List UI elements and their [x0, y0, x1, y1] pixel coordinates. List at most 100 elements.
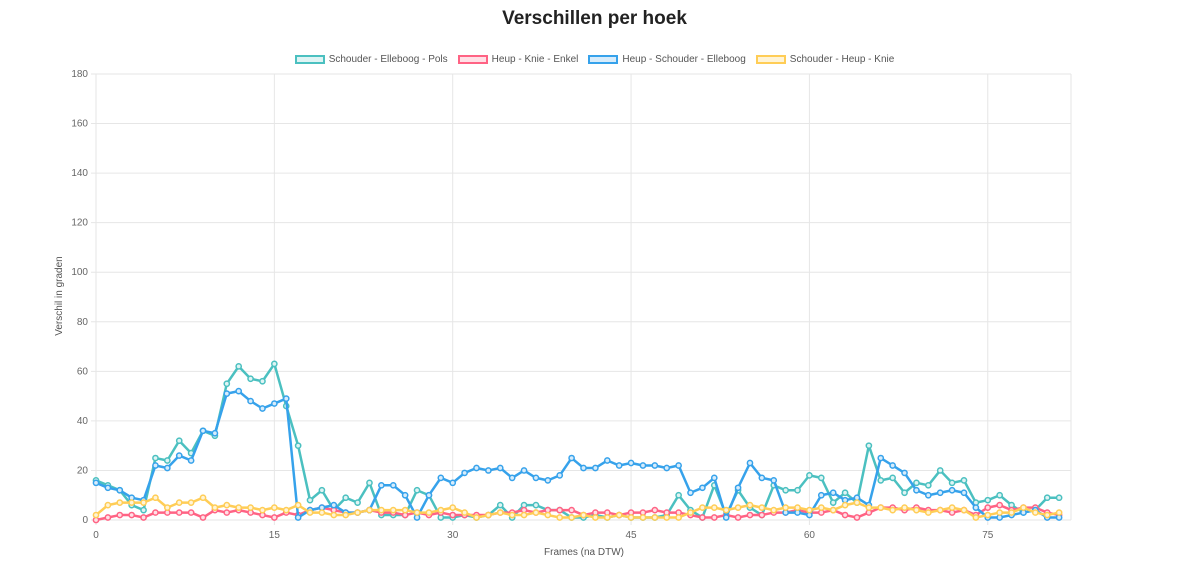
data-point[interactable] — [259, 405, 266, 412]
data-point[interactable] — [544, 511, 552, 519]
data-point[interactable] — [163, 457, 171, 464]
data-point[interactable] — [639, 462, 647, 469]
data-point[interactable] — [1043, 494, 1051, 502]
data-point[interactable] — [877, 454, 885, 462]
data-point[interactable] — [187, 457, 195, 464]
data-point[interactable] — [817, 491, 825, 499]
data-point[interactable] — [437, 474, 445, 482]
data-point[interactable] — [758, 511, 766, 519]
data-point[interactable] — [461, 469, 468, 477]
data-point[interactable] — [425, 491, 433, 499]
data-point[interactable] — [140, 499, 147, 507]
data-point[interactable] — [913, 486, 920, 494]
data-point[interactable] — [152, 494, 159, 502]
data-point[interactable] — [235, 387, 243, 395]
data-point[interactable] — [770, 506, 778, 514]
data-point[interactable] — [865, 442, 873, 450]
data-point[interactable] — [449, 479, 457, 487]
data-point[interactable] — [924, 481, 932, 489]
data-point[interactable] — [508, 474, 516, 482]
data-point[interactable] — [485, 511, 492, 519]
data-point[interactable] — [532, 509, 540, 516]
data-point[interactable] — [449, 511, 457, 519]
data-point[interactable] — [758, 474, 766, 482]
data-point[interactable] — [485, 467, 492, 474]
data-point[interactable] — [853, 514, 861, 521]
data-point[interactable] — [687, 509, 694, 516]
data-point[interactable] — [223, 501, 231, 509]
data-point[interactable] — [199, 514, 207, 521]
data-point[interactable] — [841, 501, 849, 509]
data-point[interactable] — [401, 506, 409, 514]
data-point[interactable] — [413, 486, 421, 494]
data-point[interactable] — [651, 514, 659, 521]
data-point[interactable] — [271, 360, 278, 368]
data-point[interactable] — [271, 400, 278, 407]
data-point[interactable] — [235, 504, 243, 511]
data-point[interactable] — [984, 504, 992, 511]
data-point[interactable] — [306, 496, 314, 504]
data-point[interactable] — [794, 504, 801, 511]
data-point[interactable] — [532, 474, 540, 482]
data-point[interactable] — [508, 511, 516, 519]
data-point[interactable] — [782, 504, 789, 511]
data-point[interactable] — [223, 509, 231, 516]
data-point[interactable] — [663, 514, 671, 521]
data-point[interactable] — [175, 499, 183, 507]
data-point[interactable] — [889, 506, 896, 514]
data-point[interactable] — [734, 504, 742, 511]
data-point[interactable] — [663, 464, 671, 472]
data-point[interactable] — [378, 506, 385, 514]
data-point[interactable] — [817, 504, 825, 511]
data-point[interactable] — [104, 484, 112, 492]
data-point[interactable] — [603, 457, 611, 464]
data-point[interactable] — [806, 506, 813, 514]
data-point[interactable] — [972, 504, 980, 511]
data-point[interactable] — [829, 489, 837, 497]
data-point[interactable] — [960, 489, 968, 497]
data-point[interactable] — [996, 491, 1004, 499]
data-point[interactable] — [342, 511, 350, 519]
data-point[interactable] — [841, 511, 849, 519]
data-point[interactable] — [175, 452, 183, 459]
data-point[interactable] — [294, 442, 302, 450]
data-point[interactable] — [948, 486, 956, 494]
data-point[interactable] — [175, 437, 183, 445]
data-point[interactable] — [140, 514, 147, 521]
data-point[interactable] — [924, 509, 932, 516]
data-point[interactable] — [948, 479, 956, 487]
data-point[interactable] — [948, 504, 956, 511]
data-point[interactable] — [568, 514, 575, 521]
data-point[interactable] — [187, 499, 195, 507]
data-point[interactable] — [901, 489, 908, 497]
data-point[interactable] — [152, 509, 159, 516]
data-point[interactable] — [92, 479, 100, 487]
data-point[interactable] — [247, 504, 254, 511]
data-point[interactable] — [984, 496, 992, 504]
data-point[interactable] — [603, 514, 611, 521]
data-point[interactable] — [710, 504, 718, 511]
data-point[interactable] — [259, 377, 266, 385]
data-point[interactable] — [496, 464, 504, 472]
data-point[interactable] — [699, 514, 706, 521]
data-point[interactable] — [354, 499, 361, 507]
data-point[interactable] — [413, 509, 421, 516]
data-point[interactable] — [877, 504, 885, 511]
data-point[interactable] — [1008, 509, 1015, 516]
data-point[interactable] — [437, 506, 445, 514]
legend-item-0[interactable]: Schouder - Elleboog - Pols — [294, 54, 448, 65]
data-point[interactable] — [710, 474, 718, 482]
data-point[interactable] — [271, 504, 278, 511]
data-point[interactable] — [247, 375, 254, 383]
data-point[interactable] — [710, 514, 718, 521]
data-point[interactable] — [401, 491, 409, 499]
data-point[interactable] — [389, 481, 397, 489]
data-point[interactable] — [473, 514, 480, 521]
data-point[interactable] — [913, 506, 920, 514]
data-point[interactable] — [770, 477, 778, 484]
data-point[interactable] — [128, 511, 136, 519]
data-point[interactable] — [722, 506, 730, 514]
data-point[interactable] — [794, 486, 801, 494]
data-point[interactable] — [211, 429, 219, 437]
data-point[interactable] — [592, 514, 599, 521]
